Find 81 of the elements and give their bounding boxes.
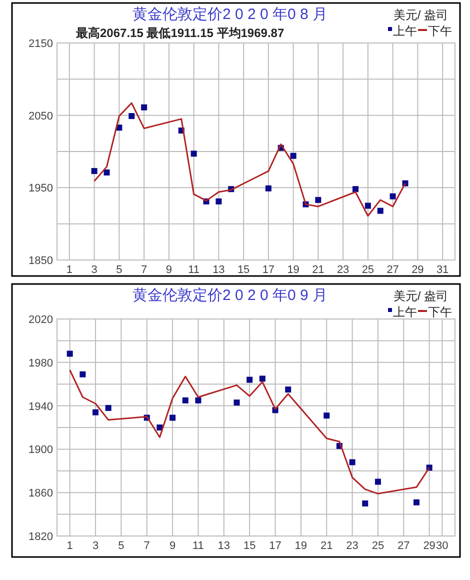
point: [195, 397, 202, 404]
x-tick-label: 23: [336, 264, 350, 276]
x-tick-label: 11: [188, 264, 200, 276]
x-tick-label: 25: [372, 540, 384, 552]
point: [390, 193, 396, 200]
x-tick-label: 1: [66, 540, 73, 552]
point: [216, 198, 222, 204]
point: [80, 371, 86, 378]
x-tick-label: 7: [144, 540, 150, 552]
point: [290, 152, 296, 159]
legend-label: 下午: [428, 305, 452, 319]
chart-title: 黄金伦敦定价2 0 2 0 年0 8 月: [132, 6, 328, 23]
x-tick-label: 27: [386, 264, 399, 276]
legend-label: 上午: [393, 24, 417, 38]
point: [265, 185, 272, 192]
x-tick-label: 5: [118, 540, 124, 552]
x-tick-label: 13: [212, 264, 225, 276]
x-tick-label: 30: [436, 540, 448, 552]
point: [315, 196, 322, 203]
point: [413, 499, 420, 506]
x-tick-label: 3: [91, 264, 98, 276]
point: [259, 376, 266, 382]
point: [246, 376, 253, 383]
x-tick-label: 9: [166, 264, 172, 276]
x-tick-label: 7: [141, 264, 148, 276]
y-tick-label: 1940: [28, 400, 53, 413]
point: [182, 397, 188, 404]
point: [92, 409, 99, 416]
x-tick-label: 21: [320, 540, 333, 552]
point: [105, 404, 112, 411]
y-tick-label: 2150: [28, 38, 53, 50]
y-tick-label: 2050: [28, 110, 53, 122]
point: [374, 478, 381, 485]
legend-label: 上午: [393, 305, 417, 319]
point: [324, 412, 330, 419]
point: [285, 386, 292, 393]
y-tick-label: 1820: [28, 531, 53, 543]
point: [352, 186, 358, 192]
x-tick-label: 19: [287, 264, 300, 276]
point: [128, 113, 135, 120]
point: [156, 424, 163, 430]
x-tick-label: 29: [412, 264, 424, 276]
x-tick-label: 23: [346, 540, 358, 552]
x-tick-label: 1: [66, 264, 72, 276]
y-tick-label: 1850: [28, 255, 53, 267]
x-tick-label: 27: [398, 540, 410, 552]
point: [66, 350, 73, 357]
y-tick-label: 1980: [28, 357, 53, 370]
y-tick-label: 1900: [28, 444, 53, 456]
point: [141, 104, 148, 110]
point: [170, 414, 176, 421]
x-tick-label: 31: [436, 264, 449, 276]
chart-title: 黄金伦敦定价2 0 2 0 年0 9 月: [132, 287, 328, 304]
point: [377, 208, 384, 214]
x-tick-label: 29: [423, 540, 436, 552]
legend-label: 下午: [428, 24, 452, 38]
chart-subtitle: 最高2067.15 最低1911.15 平均1969.87: [75, 26, 284, 40]
y-tick-label: 1950: [28, 182, 53, 195]
x-tick-label: 15: [237, 264, 250, 276]
y-axis-title: 美元/ 盎司: [393, 289, 448, 303]
x-tick-label: 25: [362, 264, 374, 276]
point: [364, 202, 371, 209]
y-tick-label: 1860: [28, 488, 53, 500]
y-axis-title: 美元/ 盎司: [393, 8, 448, 22]
point: [104, 169, 110, 176]
x-tick-label: 21: [312, 264, 324, 276]
y-tick-label: 2020: [28, 314, 53, 326]
x-tick-label: 3: [92, 540, 99, 552]
point: [91, 168, 98, 174]
point: [362, 500, 368, 506]
x-tick-label: 9: [169, 540, 176, 552]
x-tick-label: 11: [192, 540, 204, 552]
x-tick-label: 17: [269, 540, 282, 552]
x-tick-label: 5: [116, 264, 122, 276]
x-tick-label: 19: [294, 540, 308, 552]
point: [349, 459, 356, 466]
point: [190, 150, 197, 157]
x-tick-label: 17: [262, 264, 275, 276]
x-tick-label: 13: [218, 540, 230, 552]
x-tick-label: 15: [243, 540, 256, 552]
point: [234, 400, 240, 406]
